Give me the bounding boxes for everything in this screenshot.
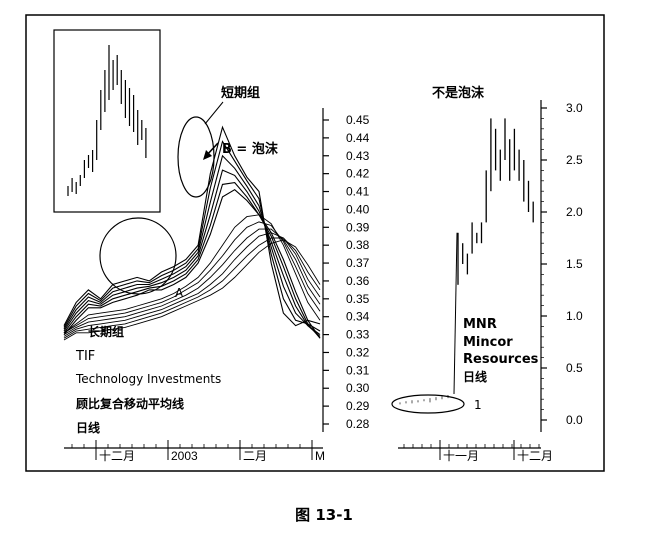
circle-b [177, 116, 215, 198]
indicator-label: 顾比复合移动平均线 [76, 396, 184, 411]
bubble-arrowhead-icon [203, 150, 212, 160]
gmma-series-line [63, 214, 321, 334]
tif-y-tick-label: 0.31 [346, 363, 370, 377]
tif-x-ticks: 十二月 2003 二月 M [71, 440, 325, 463]
long-group-label: 长期组 [88, 324, 124, 339]
mnr-y-tick-label: 3.0 [566, 101, 583, 115]
gmma-series-line [63, 237, 321, 339]
mnr-chart: 不是泡沫 3.0 2.5 2.0 1.5 1.0 0.5 0.0 十一月 十二月 MNR Mi… [391, 85, 583, 463]
tif-y-tick-label: 0.35 [346, 292, 370, 306]
short-group-label: 短期组 [221, 85, 260, 101]
inset-box [53, 29, 161, 213]
mnr-price-bars [399, 118, 534, 405]
tif-x-tick-label: M [315, 449, 325, 463]
tif-x-tick-label: 二月 [243, 449, 267, 463]
pre-listing-ellipse [391, 394, 465, 414]
figure-frame [25, 14, 605, 472]
tif-x-tick-label: 十二月 [99, 449, 135, 463]
mnr-y-tick-label: 1.5 [566, 257, 583, 271]
gmma-series-line [63, 154, 321, 336]
gmma-series-line [63, 239, 321, 341]
mnr-x-tick-label: 十一月 [443, 449, 479, 463]
mnr-y-tick-label: 1.0 [566, 309, 583, 323]
gmma-series-line [63, 140, 321, 332]
gmma-series-line [63, 221, 321, 334]
inset-price-bars [67, 45, 147, 196]
mnr-y-tick-label: 2.0 [566, 205, 583, 219]
marker-one-label: 1 [474, 398, 482, 412]
tif-y-tick-label: 0.34 [346, 310, 370, 324]
tif-chart: 0.45 0.44 0.43 0.42 0.41 0.40 0.39 0.38 0.37 0.36… [53, 29, 370, 463]
mnr-company-line1: Mincor [463, 335, 513, 350]
tif-y-tick-label: 0.45 [346, 113, 370, 127]
tif-y-tick-label: 0.29 [346, 399, 370, 413]
bubble-label: B = 泡沫 [222, 141, 279, 157]
tif-y-tick-label: 0.40 [346, 202, 370, 216]
gmma-series-line [63, 125, 321, 327]
mnr-ticker-label: MNR [463, 317, 497, 332]
tif-y-tick-label: 0.39 [346, 220, 370, 234]
gmma-series-line [63, 169, 321, 337]
tif-y-tick-label: 0.37 [346, 256, 370, 270]
tif-gmma-lines [63, 125, 321, 341]
not-bubble-title: 不是泡沫 [432, 85, 485, 101]
tif-y-tick-label: 0.44 [346, 131, 370, 145]
mnr-x-tick-label: 十二月 [517, 449, 553, 463]
mnr-price-ticks: 3.0 2.5 2.0 1.5 1.0 0.5 0.0 [541, 101, 583, 427]
period-label: 日线 [76, 420, 100, 435]
ticker-label: TIF [75, 349, 95, 364]
tif-price-ticks: 0.45 0.44 0.43 0.42 0.41 0.40 0.39 0.38 0.37 0.36… [323, 113, 370, 431]
tif-y-tick-label: 0.33 [346, 328, 370, 342]
gmma-series-line [63, 182, 321, 339]
circle-a [99, 217, 177, 295]
short-group-pointer [204, 101, 224, 125]
mnr-period-label: 日线 [463, 369, 487, 384]
tif-y-tick-label: 0.28 [346, 417, 370, 431]
mnr-y-tick-label: 0.5 [566, 361, 583, 375]
tif-y-tick-label: 0.32 [346, 345, 370, 359]
tif-y-tick-label: 0.41 [346, 185, 370, 199]
mnr-company-line2: Resources [463, 352, 539, 367]
tif-y-tick-label: 0.38 [346, 238, 370, 252]
mnr-y-tick-label: 2.5 [566, 153, 583, 167]
tif-y-tick-label: 0.36 [346, 274, 370, 288]
point-a-label: A [175, 286, 184, 300]
tif-y-tick-label: 0.43 [346, 149, 370, 163]
figure-caption: 图 13-1 [295, 506, 353, 524]
tif-x-tick-label: 2003 [171, 449, 198, 463]
gmma-series-line [63, 189, 321, 339]
mnr-y-tick-label: 0.0 [566, 413, 583, 427]
gmma-series-line [63, 228, 321, 335]
tif-y-tick-label: 0.42 [346, 167, 370, 181]
gmma-series-line [63, 232, 321, 337]
tif-y-tick-label: 0.30 [346, 381, 370, 395]
mnr-gap-line [453, 232, 458, 395]
company-label: Technology Investments [75, 372, 221, 386]
mnr-x-ticks: 十一月 十二月 [403, 440, 553, 463]
